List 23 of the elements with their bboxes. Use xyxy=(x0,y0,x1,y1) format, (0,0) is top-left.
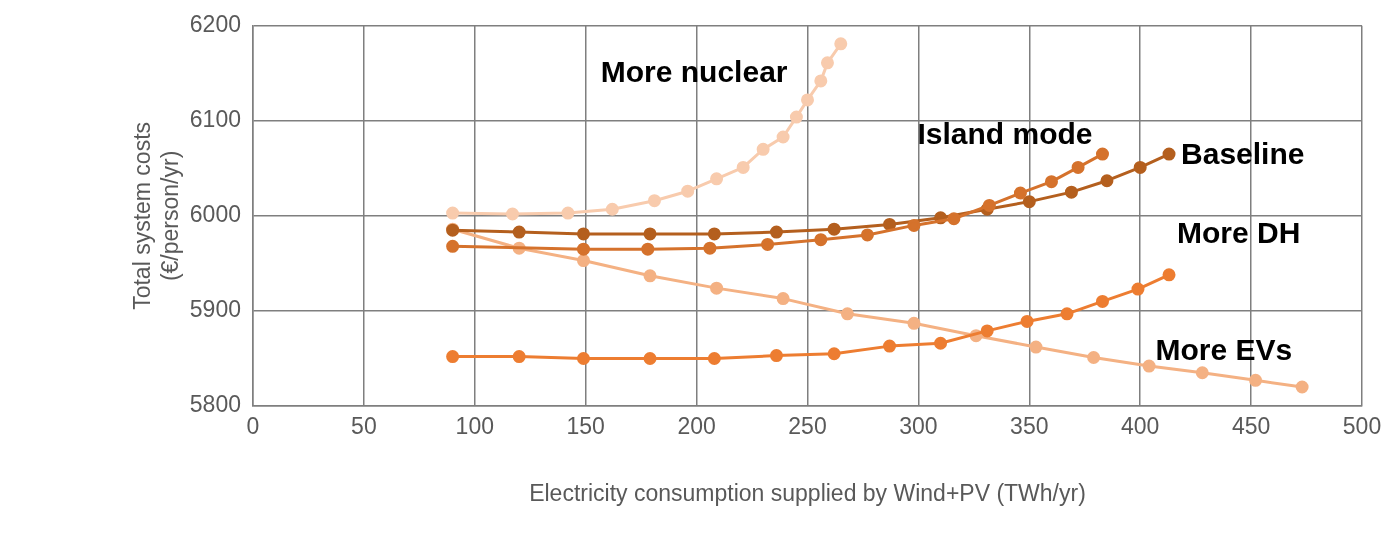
x-tick-label: 400 xyxy=(1121,413,1160,440)
series-label: Island mode xyxy=(917,117,1093,151)
x-tick-label: 200 xyxy=(677,413,716,440)
y-tick-label: 5800 xyxy=(189,391,241,418)
x-tick-label: 100 xyxy=(455,413,494,440)
y-axis-title: Total system costs (€/person/yr) xyxy=(129,121,183,310)
series-label: Baseline xyxy=(1181,137,1305,171)
y-tick-label: 6000 xyxy=(189,201,241,228)
series-label: More DH xyxy=(1177,216,1301,250)
x-tick-label: 500 xyxy=(1342,413,1382,440)
x-axis-title: Electricity consumption supplied by Wind+PV (TWh/yr) xyxy=(529,479,1086,506)
x-tick-label: 150 xyxy=(566,413,605,440)
x-tick-label: 250 xyxy=(788,413,827,440)
x-tick-label: 300 xyxy=(899,413,938,440)
y-tick-label: 5900 xyxy=(189,296,241,323)
x-tick-label: 450 xyxy=(1231,413,1271,440)
x-tick-label: 350 xyxy=(1010,413,1049,440)
series-label: More EVs xyxy=(1155,333,1293,367)
series-label: More nuclear xyxy=(600,55,788,89)
x-tick-label: 50 xyxy=(351,413,377,440)
y-tick-label: 6200 xyxy=(189,11,241,38)
x-tick-label: 0 xyxy=(246,413,260,440)
y-tick-label: 6100 xyxy=(189,106,241,133)
